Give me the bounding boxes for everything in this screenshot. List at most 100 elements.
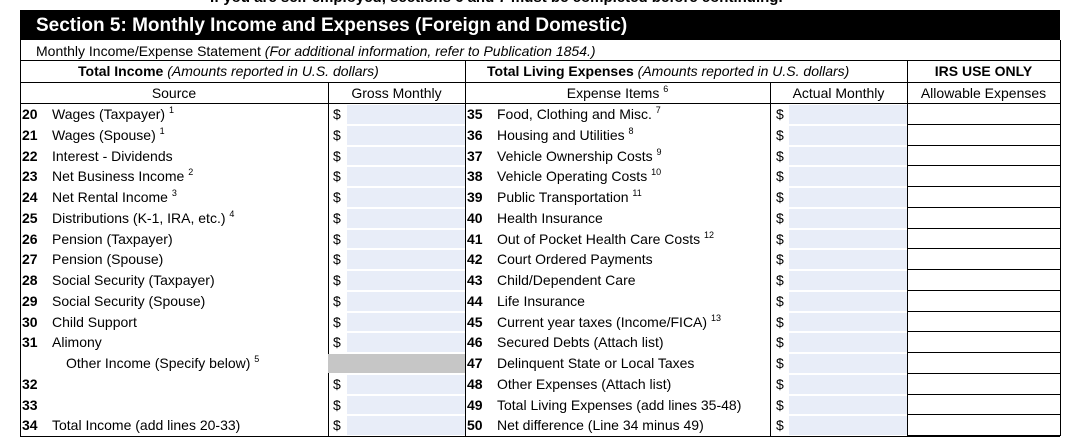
label-text: Secured Debts (Attach list) <box>497 334 664 351</box>
income-note: (Amounts reported in U.S. dollars) <box>167 63 379 79</box>
label-text: Public Transportation <box>497 189 629 205</box>
currency: $ <box>333 251 341 268</box>
rule <box>20 40 21 436</box>
statement-text: Monthly Income/Expense Statement <box>36 43 261 59</box>
rule <box>20 436 1060 437</box>
line-number: 42 <box>467 251 483 268</box>
line-number: 39 <box>467 189 483 205</box>
input-field[interactable] <box>347 208 465 228</box>
line-label: Vehicle Ownership Costs 9 <box>497 146 662 166</box>
line-label: Wages (Taxpayer) 1 <box>52 104 174 124</box>
input-field[interactable] <box>347 312 465 332</box>
currency: $ <box>333 168 341 185</box>
line-label: Current year taxes (Income/FICA) 13 <box>497 312 721 332</box>
input-field[interactable] <box>347 125 465 145</box>
currency: $ <box>776 147 784 164</box>
footnote: 9 <box>656 146 662 157</box>
input-field[interactable] <box>347 333 465 352</box>
input-field[interactable] <box>789 229 907 249</box>
irs-box <box>907 125 1060 146</box>
input-field[interactable] <box>347 250 465 269</box>
line-label: Delinquent State or Local Taxes <box>497 353 694 373</box>
rule <box>770 82 771 436</box>
statement-note: (For additional information, refer to Pu… <box>264 43 596 59</box>
line-number: 36 <box>467 126 483 143</box>
line-label: Pension (Spouse) <box>52 249 163 269</box>
irs-box <box>907 270 1060 291</box>
line-label: Public Transportation 11 <box>497 187 642 207</box>
input-field[interactable] <box>789 208 907 228</box>
input-field[interactable] <box>347 271 465 290</box>
line-label: Housing and Utilities 8 <box>497 125 634 145</box>
label-text: Pension (Taxpayer) <box>52 230 173 247</box>
input-field[interactable] <box>789 374 907 394</box>
label-text: Alimony <box>52 334 102 351</box>
input-field[interactable] <box>789 291 907 311</box>
input-field[interactable] <box>789 188 907 207</box>
label-text: Health Insurance <box>497 209 603 226</box>
irs-header: IRS USE ONLY <box>934 63 1033 79</box>
line-label: Secured Debts (Attach list) <box>497 332 664 352</box>
label-text: Life Insurance <box>497 292 585 309</box>
line-label: Court Ordered Payments <box>497 249 653 269</box>
line-label: Total Living Expenses (add lines 35-48) <box>497 395 741 415</box>
currency: $ <box>776 106 784 122</box>
input-field[interactable] <box>347 291 465 311</box>
input-field[interactable] <box>347 395 465 415</box>
input-field[interactable] <box>347 146 465 166</box>
label-text: Child/Dependent Care <box>497 272 636 288</box>
input-field[interactable] <box>347 167 465 186</box>
label-text: Social Security (Spouse) <box>52 292 206 309</box>
label-text: Other Expenses (Attach list) <box>497 375 672 392</box>
input-field[interactable] <box>347 188 465 207</box>
irs-box <box>907 229 1060 250</box>
footnote: 1 <box>159 125 165 136</box>
input-field[interactable] <box>347 105 465 124</box>
footnote: 3 <box>171 188 177 198</box>
footnote: 2 <box>188 167 194 178</box>
line-label: Out of Pocket Health Care Costs 12 <box>497 229 714 249</box>
input-field[interactable] <box>789 271 907 290</box>
col-allowable: Allowable Expenses <box>920 85 1047 101</box>
currency: $ <box>333 417 341 434</box>
line-label: Distributions (K-1, IRA, etc.) 4 <box>52 208 234 228</box>
label-text: Wages (Spouse) <box>52 126 156 143</box>
form-shade <box>328 354 465 373</box>
currency: $ <box>776 209 784 226</box>
rule <box>1060 40 1061 436</box>
currency: $ <box>333 334 341 351</box>
section-title: Section 5: Monthly Income and Expenses (… <box>36 15 628 36</box>
line-number: 25 <box>22 209 38 226</box>
input-field[interactable] <box>789 146 907 166</box>
input-field[interactable] <box>347 374 465 394</box>
line-label: Other Income (Specify below) 5 <box>66 353 259 373</box>
input-field[interactable] <box>789 354 907 373</box>
input-field[interactable] <box>789 167 907 186</box>
footnote: 4 <box>229 208 235 219</box>
currency: $ <box>776 313 784 330</box>
input-field[interactable] <box>789 395 907 415</box>
line-label: Total Income (add lines 20-33) <box>52 415 240 435</box>
currency: $ <box>776 375 784 392</box>
line-number: 35 <box>467 106 483 122</box>
line-number: 20 <box>22 106 38 122</box>
line-number: 27 <box>22 251 38 268</box>
line-label: Child Support <box>52 312 137 332</box>
input-field[interactable] <box>789 250 907 269</box>
line-number: 33 <box>22 396 38 413</box>
input-field[interactable] <box>789 125 907 145</box>
label-text: Housing and Utilities <box>497 126 625 143</box>
col-gross: Gross Monthly <box>351 85 442 101</box>
currency: $ <box>776 334 784 351</box>
input-field[interactable] <box>789 416 907 435</box>
col-source: Source <box>151 85 197 101</box>
line-number: 47 <box>467 355 483 371</box>
input-field[interactable] <box>789 333 907 352</box>
income-title: Total Income <box>78 63 164 79</box>
input-field[interactable] <box>347 416 465 435</box>
input-field[interactable] <box>347 229 465 249</box>
input-field[interactable] <box>789 105 907 124</box>
line-number: 34 <box>22 417 38 434</box>
rule <box>20 103 1060 104</box>
input-field[interactable] <box>789 312 907 332</box>
